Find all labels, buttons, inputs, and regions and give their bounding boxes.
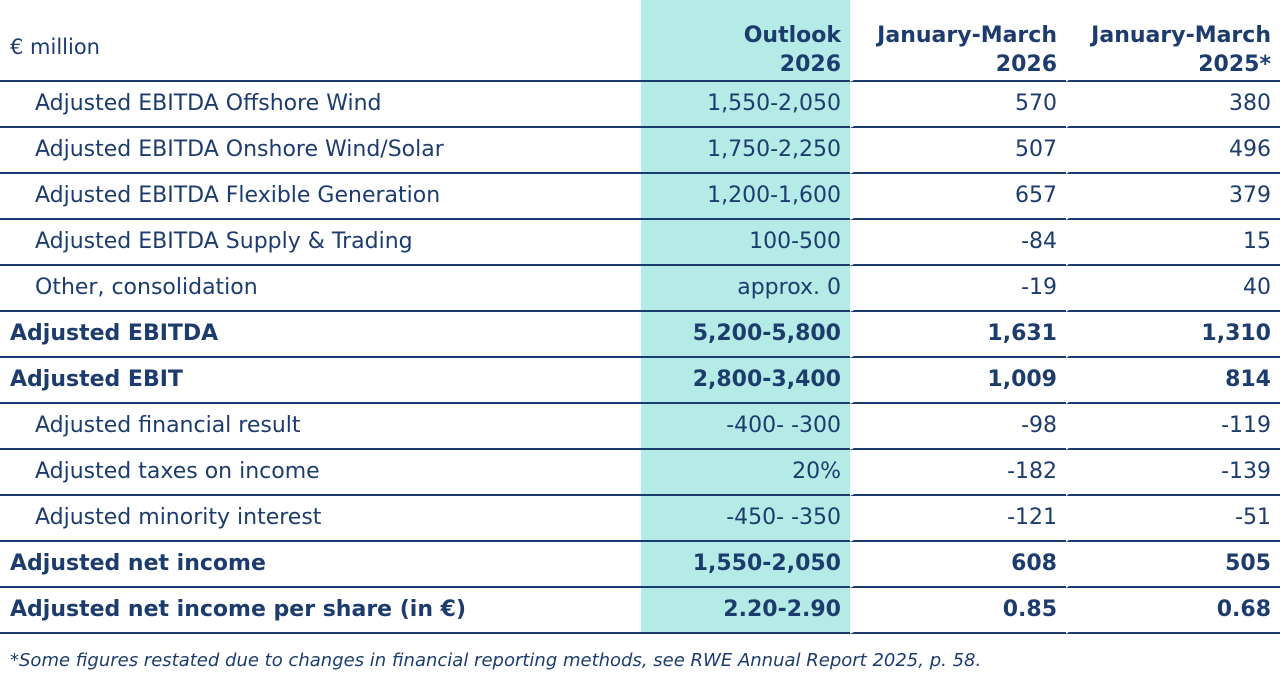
- table-row: Adjusted EBITDA Supply & Trading 100-500-…: [0, 220, 1280, 266]
- header-q1-2025-line1: January-March: [1091, 23, 1271, 48]
- cell-jan-mar-2025: 40: [1066, 266, 1280, 312]
- table-row: Adjusted financial result -400- -300 -98 -1…: [0, 404, 1280, 450]
- cell-jan-mar-2025: 496: [1066, 128, 1280, 174]
- cell-jan-mar-2025: 814: [1066, 358, 1280, 404]
- cell-jan-mar-2026: 0.85: [850, 588, 1066, 634]
- header-q1-2026-line1: January-March: [877, 23, 1057, 48]
- cell-outlook-2026: 5,200-5,800: [641, 312, 850, 358]
- header-jan-mar-2025: January-March 2025*: [1066, 0, 1280, 82]
- cell-jan-mar-2025: 379: [1066, 174, 1280, 220]
- table-row: Adjusted net income per share (in €) 2.20…: [0, 588, 1280, 634]
- financial-table: € million Outlook 2026 January-March 202…: [0, 0, 1280, 634]
- header-q1-2025-line2: 2025*: [1198, 52, 1271, 77]
- cell-jan-mar-2025: 380: [1066, 82, 1280, 128]
- cell-jan-mar-2026: 1,009: [850, 358, 1066, 404]
- row-label: Other, consolidation: [0, 266, 641, 312]
- row-label: Adjusted EBITDA Supply & Trading: [0, 220, 641, 266]
- outlook-column-highlight: [641, 0, 850, 632]
- cell-jan-mar-2026: -182: [850, 450, 1066, 496]
- cell-outlook-2026: 1,550-2,050: [641, 542, 850, 588]
- row-label: Adjusted EBITDA Flexible Generation: [0, 174, 641, 220]
- header-jan-mar-2026: January-March 2026: [850, 0, 1066, 82]
- row-label: Adjusted EBIT: [0, 358, 641, 404]
- cell-jan-mar-2026: -121: [850, 496, 1066, 542]
- cell-jan-mar-2026: 1,631: [850, 312, 1066, 358]
- cell-outlook-2026: 1,200-1,600: [641, 174, 850, 220]
- table-body: Adjusted EBITDA Offshore Wind 1,550-2,050…: [0, 82, 1280, 634]
- cell-jan-mar-2026: 507: [850, 128, 1066, 174]
- cell-outlook-2026: 100-500: [641, 220, 850, 266]
- cell-jan-mar-2025: -119: [1066, 404, 1280, 450]
- row-label: Adjusted taxes on income: [0, 450, 641, 496]
- cell-outlook-2026: -400- -300: [641, 404, 850, 450]
- table-row: Adjusted EBITDA Flexible Generation 1,200…: [0, 174, 1280, 220]
- cell-jan-mar-2026: -98: [850, 404, 1066, 450]
- row-label: Adjusted financial result: [0, 404, 641, 450]
- cell-jan-mar-2026: 657: [850, 174, 1066, 220]
- footnote: *Some figures restated due to changes in…: [10, 650, 982, 671]
- cell-jan-mar-2026: 608: [850, 542, 1066, 588]
- cell-outlook-2026: approx. 0: [641, 266, 850, 312]
- header-outlook-2026: Outlook 2026: [641, 0, 850, 82]
- header-outlook-line2: 2026: [779, 52, 841, 77]
- table-row: Adjusted net income 1,550-2,050 608 505: [0, 542, 1280, 588]
- header-outlook-line1: Outlook: [743, 23, 841, 48]
- cell-outlook-2026: 1,750-2,250: [641, 128, 850, 174]
- cell-jan-mar-2025: -139: [1066, 450, 1280, 496]
- table-row: Adjusted EBITDA Onshore Wind/Solar 1,750-…: [0, 128, 1280, 174]
- cell-outlook-2026: 2.20-2.90: [641, 588, 850, 634]
- cell-jan-mar-2025: 1,310: [1066, 312, 1280, 358]
- cell-jan-mar-2026: -84: [850, 220, 1066, 266]
- row-label: Adjusted net income per share (in €): [0, 588, 641, 634]
- cell-outlook-2026: 20%: [641, 450, 850, 496]
- row-label: Adjusted EBITDA Offshore Wind: [0, 82, 641, 128]
- cell-jan-mar-2025: -51: [1066, 496, 1280, 542]
- table-row: Adjusted EBITDA 5,200-5,800 1,631 1,310: [0, 312, 1280, 358]
- row-label: Adjusted minority interest: [0, 496, 641, 542]
- cell-jan-mar-2026: -19: [850, 266, 1066, 312]
- table-header-row: € million Outlook 2026 January-March 202…: [0, 0, 1280, 82]
- table-row: Adjusted EBITDA Offshore Wind 1,550-2,050…: [0, 82, 1280, 128]
- header-q1-2026-line2: 2026: [995, 52, 1057, 77]
- cell-outlook-2026: -450- -350: [641, 496, 850, 542]
- table-row: Adjusted taxes on income 20% -182 -139: [0, 450, 1280, 496]
- table-row: Other, consolidation approx. 0 -19 40: [0, 266, 1280, 312]
- unit-label: € million: [0, 0, 641, 82]
- cell-jan-mar-2025: 505: [1066, 542, 1280, 588]
- cell-jan-mar-2026: 570: [850, 82, 1066, 128]
- row-label: Adjusted EBITDA Onshore Wind/Solar: [0, 128, 641, 174]
- cell-jan-mar-2025: 0.68: [1066, 588, 1280, 634]
- table-row: Adjusted EBIT 2,800-3,400 1,009 814: [0, 358, 1280, 404]
- row-label: Adjusted net income: [0, 542, 641, 588]
- cell-outlook-2026: 1,550-2,050: [641, 82, 850, 128]
- cell-jan-mar-2025: 15: [1066, 220, 1280, 266]
- row-label: Adjusted EBITDA: [0, 312, 641, 358]
- table-row: Adjusted minority interest -450- -350 -121…: [0, 496, 1280, 542]
- cell-outlook-2026: 2,800-3,400: [641, 358, 850, 404]
